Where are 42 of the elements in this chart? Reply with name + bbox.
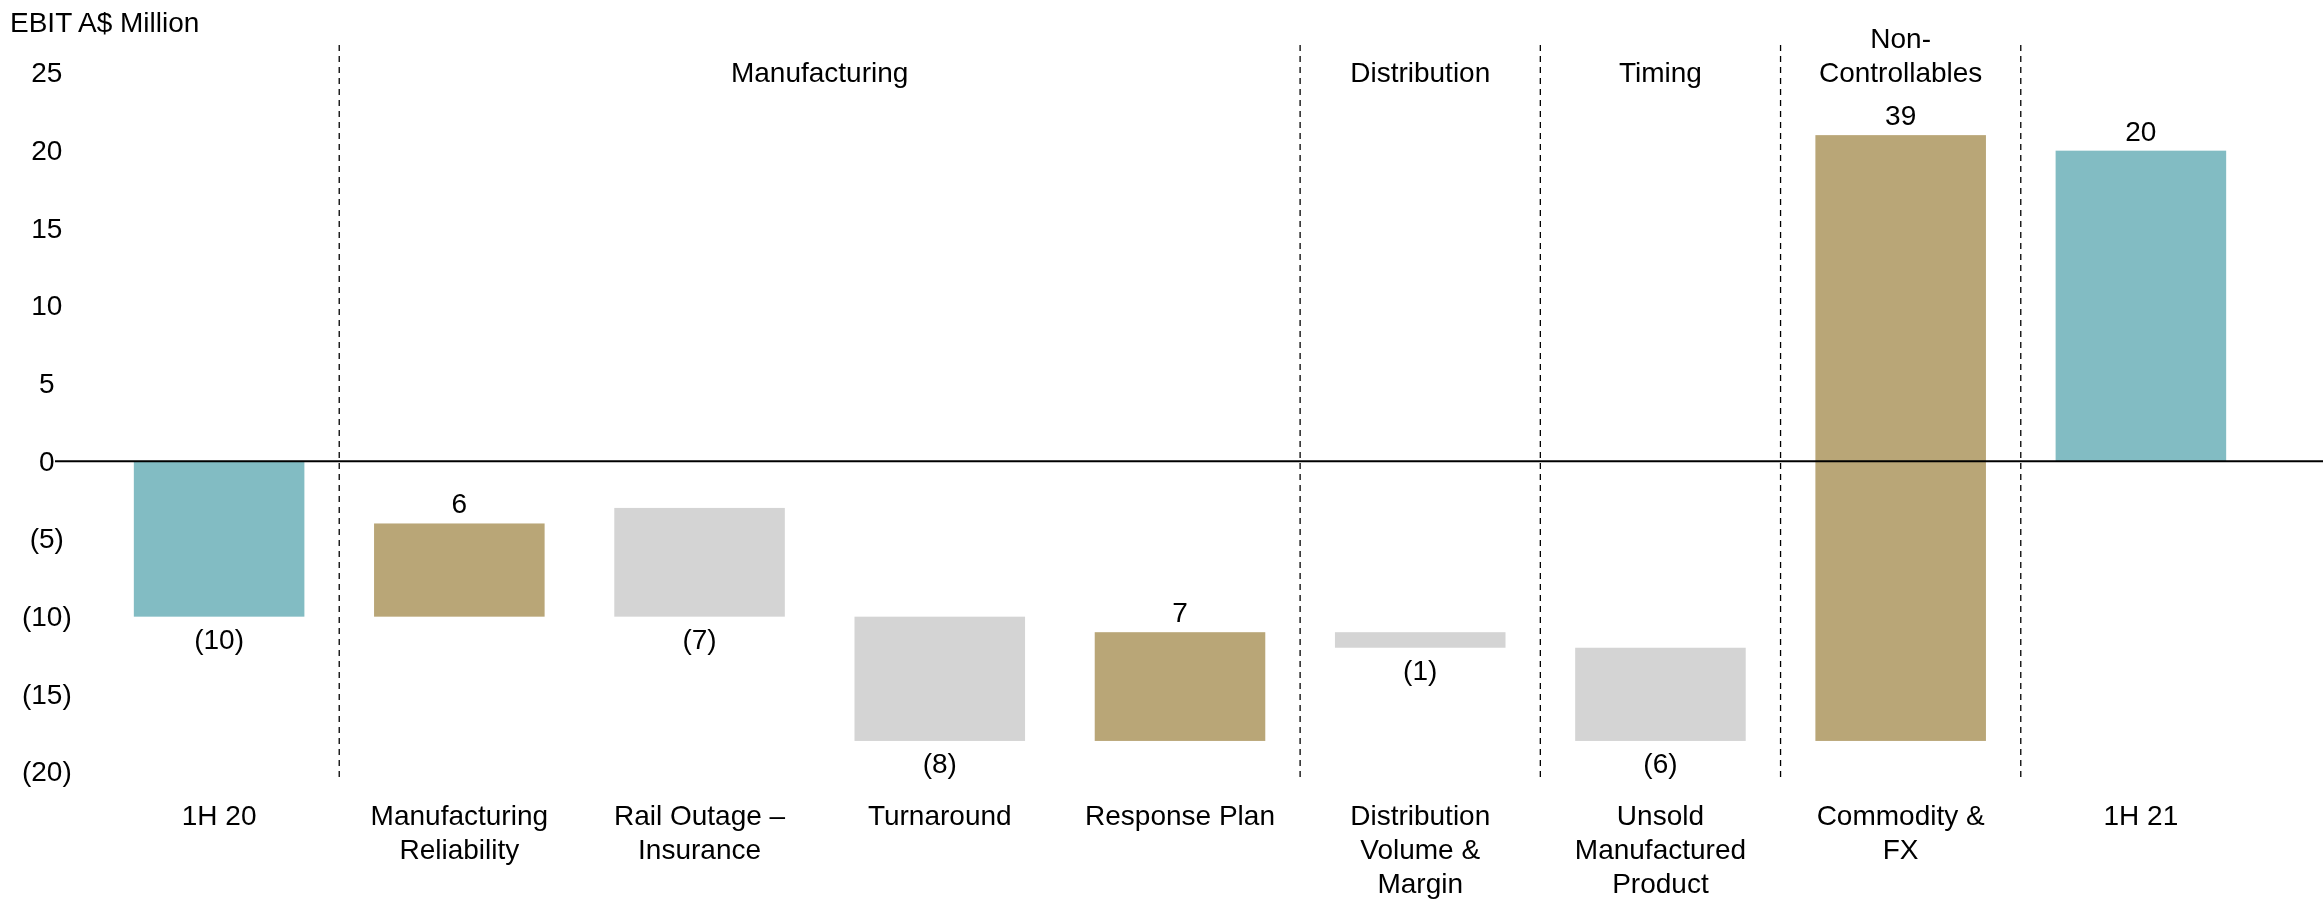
bar — [1575, 647, 1746, 741]
x-tick-label: Turnaround — [867, 800, 1012, 831]
x-tick-label: Distribution Volume & Margin — [1350, 800, 1491, 899]
data-label: (1) — [1403, 654, 1438, 686]
data-label: (7) — [682, 623, 717, 655]
y-tick-label: 20 — [31, 135, 63, 167]
annotation: Distribution — [1350, 57, 1491, 88]
y-tick-label: (20) — [21, 756, 72, 788]
data-label: 7 — [1172, 597, 1188, 629]
bar — [1815, 135, 1986, 741]
annotation: Non-Controllables — [1818, 23, 1983, 88]
y-tick-label: 15 — [31, 212, 63, 244]
data-label: (6) — [1643, 747, 1678, 779]
x-tick-label: Commodity & FX — [1816, 800, 1986, 865]
bar — [1094, 632, 1266, 741]
y-tick-label: 5 — [39, 368, 55, 400]
y-tick-label: 10 — [31, 290, 63, 322]
y-tick-label: (15) — [21, 678, 72, 710]
y-tick-label: (10) — [21, 601, 72, 633]
x-tick-label: Manufacturing Reliability — [370, 800, 549, 865]
y-tick-label: 25 — [31, 57, 63, 89]
data-label: 6 — [451, 488, 468, 520]
y-tick-label: (5) — [29, 523, 64, 555]
bar — [133, 461, 305, 617]
bar — [854, 616, 1026, 741]
data-label: 20 — [2125, 115, 2157, 147]
bar — [614, 507, 785, 617]
annotation: Manufacturing — [730, 57, 909, 88]
x-tick-label: 1H 21 — [2103, 800, 2179, 831]
x-tick-label: Unsold Manufactured Product — [1574, 800, 1747, 899]
bar — [374, 523, 545, 617]
y-axis-title: EBIT A$ Million — [10, 7, 200, 38]
data-label: (8) — [922, 747, 957, 779]
y-tick-label: 0 — [39, 445, 55, 477]
data-label: 39 — [1885, 100, 1917, 132]
x-tick-label: 1H 20 — [181, 800, 257, 831]
x-tick-label: Rail Outage – Insurance — [613, 800, 786, 865]
bar — [2055, 150, 2227, 462]
bar — [1334, 632, 1506, 648]
annotation: Timing — [1618, 57, 1702, 88]
data-label: (10) — [194, 623, 245, 655]
x-tick-label: Response Plan — [1085, 800, 1275, 831]
